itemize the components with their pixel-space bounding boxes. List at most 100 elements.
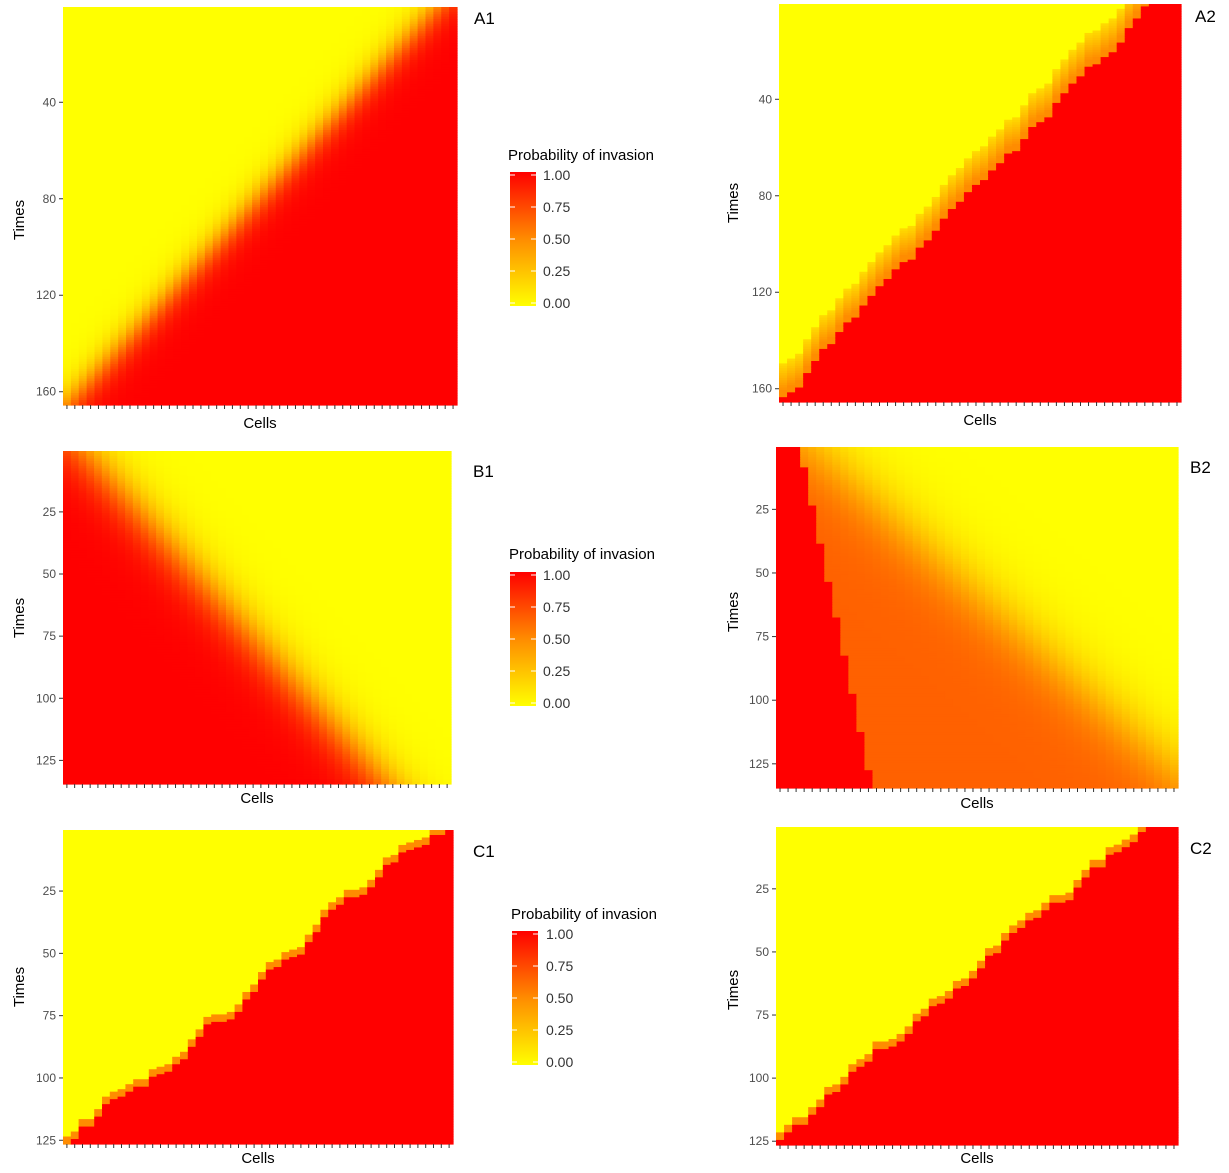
heatmap-cell: [78, 525, 87, 529]
heatmap-cell: [118, 337, 127, 341]
heatmap-cell: [101, 508, 111, 512]
heatmap-cell: [212, 269, 222, 273]
heatmap-cell: [70, 508, 80, 512]
heatmap-cell: [425, 14, 434, 18]
heatmap-cell: [63, 400, 72, 404]
heatmap-cell: [241, 508, 452, 512]
heatmap-cell: [165, 253, 174, 257]
heatmap-cell: [126, 294, 135, 298]
heatmap-cell: [118, 289, 127, 293]
heatmap-cell: [409, 16, 419, 20]
heatmap-cell: [252, 228, 261, 232]
heatmap-cell: [78, 490, 87, 494]
heatmap-cell: [386, 139, 458, 143]
heatmap-cell: [386, 91, 395, 95]
heatmap-cell: [78, 485, 87, 489]
heatmap-cell: [330, 89, 340, 93]
heatmap-cell: [117, 523, 126, 527]
heatmap-cell: [194, 555, 204, 559]
heatmap-cell: [94, 488, 103, 492]
heatmap-cell: [425, 91, 458, 95]
heatmap-cell: [133, 392, 151, 396]
heatmap-cell: [252, 255, 261, 259]
heatmap-cell: [260, 240, 269, 244]
heatmap-cell: [133, 294, 143, 298]
heatmap-cell: [323, 72, 332, 76]
heatmap-cell: [70, 400, 80, 404]
heatmap-cell: [141, 349, 151, 353]
heatmap-cell: [401, 19, 411, 23]
heatmap-cell: [803, 360, 812, 364]
heatmap-cell: [283, 178, 293, 182]
heatmap-cell: [779, 153, 973, 157]
heatmap-cell: [779, 264, 869, 268]
heatmap-cell: [1036, 102, 1045, 106]
heatmap-cell: [218, 547, 227, 552]
heatmap-cell: [811, 370, 1182, 374]
heatmap-cell: [907, 237, 917, 241]
heatmap-cell: [779, 257, 877, 261]
heatmap-cell: [409, 21, 419, 25]
heatmap-cell: [338, 134, 348, 138]
heatmap-cell: [86, 490, 95, 494]
heatmap-cell: [148, 550, 157, 554]
heatmap-cell: [283, 236, 293, 240]
heatmap-cell: [109, 495, 118, 499]
heatmap-cell: [157, 322, 167, 326]
heatmap-cell: [173, 308, 182, 312]
heatmap-cell: [299, 173, 308, 177]
heatmap-cell: [165, 243, 174, 247]
heatmap-cell: [204, 291, 214, 295]
heatmap-cell: [86, 453, 95, 457]
heatmap-cell: [779, 141, 989, 145]
heatmap-cell: [236, 214, 245, 218]
heatmap-cell: [148, 451, 157, 455]
heatmap-cell: [386, 110, 395, 114]
heatmap-cell: [260, 243, 269, 247]
heatmap-cell: [86, 468, 95, 472]
heatmap-cell: [378, 64, 387, 68]
heatmap-cell: [218, 523, 227, 527]
heatmap-cell: [173, 366, 458, 370]
heatmap-cell: [307, 81, 316, 85]
heatmap-cell: [63, 163, 222, 167]
heatmap-cell: [110, 301, 119, 305]
heatmap-cell: [779, 32, 1086, 36]
heatmap-cell: [133, 257, 151, 261]
heatmap-cell: [149, 356, 159, 360]
heatmap-cell: [109, 570, 118, 574]
heatmap-cell: [236, 260, 245, 264]
heatmap-cell: [196, 248, 206, 252]
heatmap-cell: [196, 289, 206, 293]
heatmap-cell: [307, 127, 316, 131]
heatmap-cell: [370, 108, 379, 112]
heatmap-cell: [181, 224, 190, 228]
heatmap-cell: [202, 505, 212, 509]
heatmap-cell: [70, 535, 80, 539]
heatmap-cell: [126, 306, 135, 310]
heatmap-cell: [283, 144, 293, 148]
heatmap-cell: [330, 86, 340, 90]
heatmap-cell: [196, 310, 206, 314]
heatmap-cell: [323, 142, 332, 146]
heatmap-cell: [110, 315, 119, 319]
heatmap-cell: [63, 289, 103, 293]
heatmap-cell: [102, 337, 111, 341]
heatmap-cell: [1012, 143, 1021, 147]
heatmap-cell: [165, 255, 174, 259]
heatmap-cell: [1012, 139, 1021, 143]
heatmap-cell: [291, 192, 300, 196]
heatmap-cell: [94, 400, 103, 404]
heatmap-cell: [264, 557, 289, 561]
heatmap-cell: [220, 303, 230, 307]
heatmap-cell: [779, 319, 820, 323]
heatmap-cell: [117, 478, 126, 482]
heatmap-cell: [133, 390, 143, 394]
heatmap-cell: [212, 322, 458, 326]
heatmap-cell: [401, 55, 411, 59]
heatmap-cell: [212, 236, 222, 240]
heatmap-cell: [109, 560, 118, 564]
heatmap-cell: [196, 255, 206, 259]
heatmap-cell: [283, 134, 293, 138]
heatmap-cell: [996, 158, 1005, 162]
